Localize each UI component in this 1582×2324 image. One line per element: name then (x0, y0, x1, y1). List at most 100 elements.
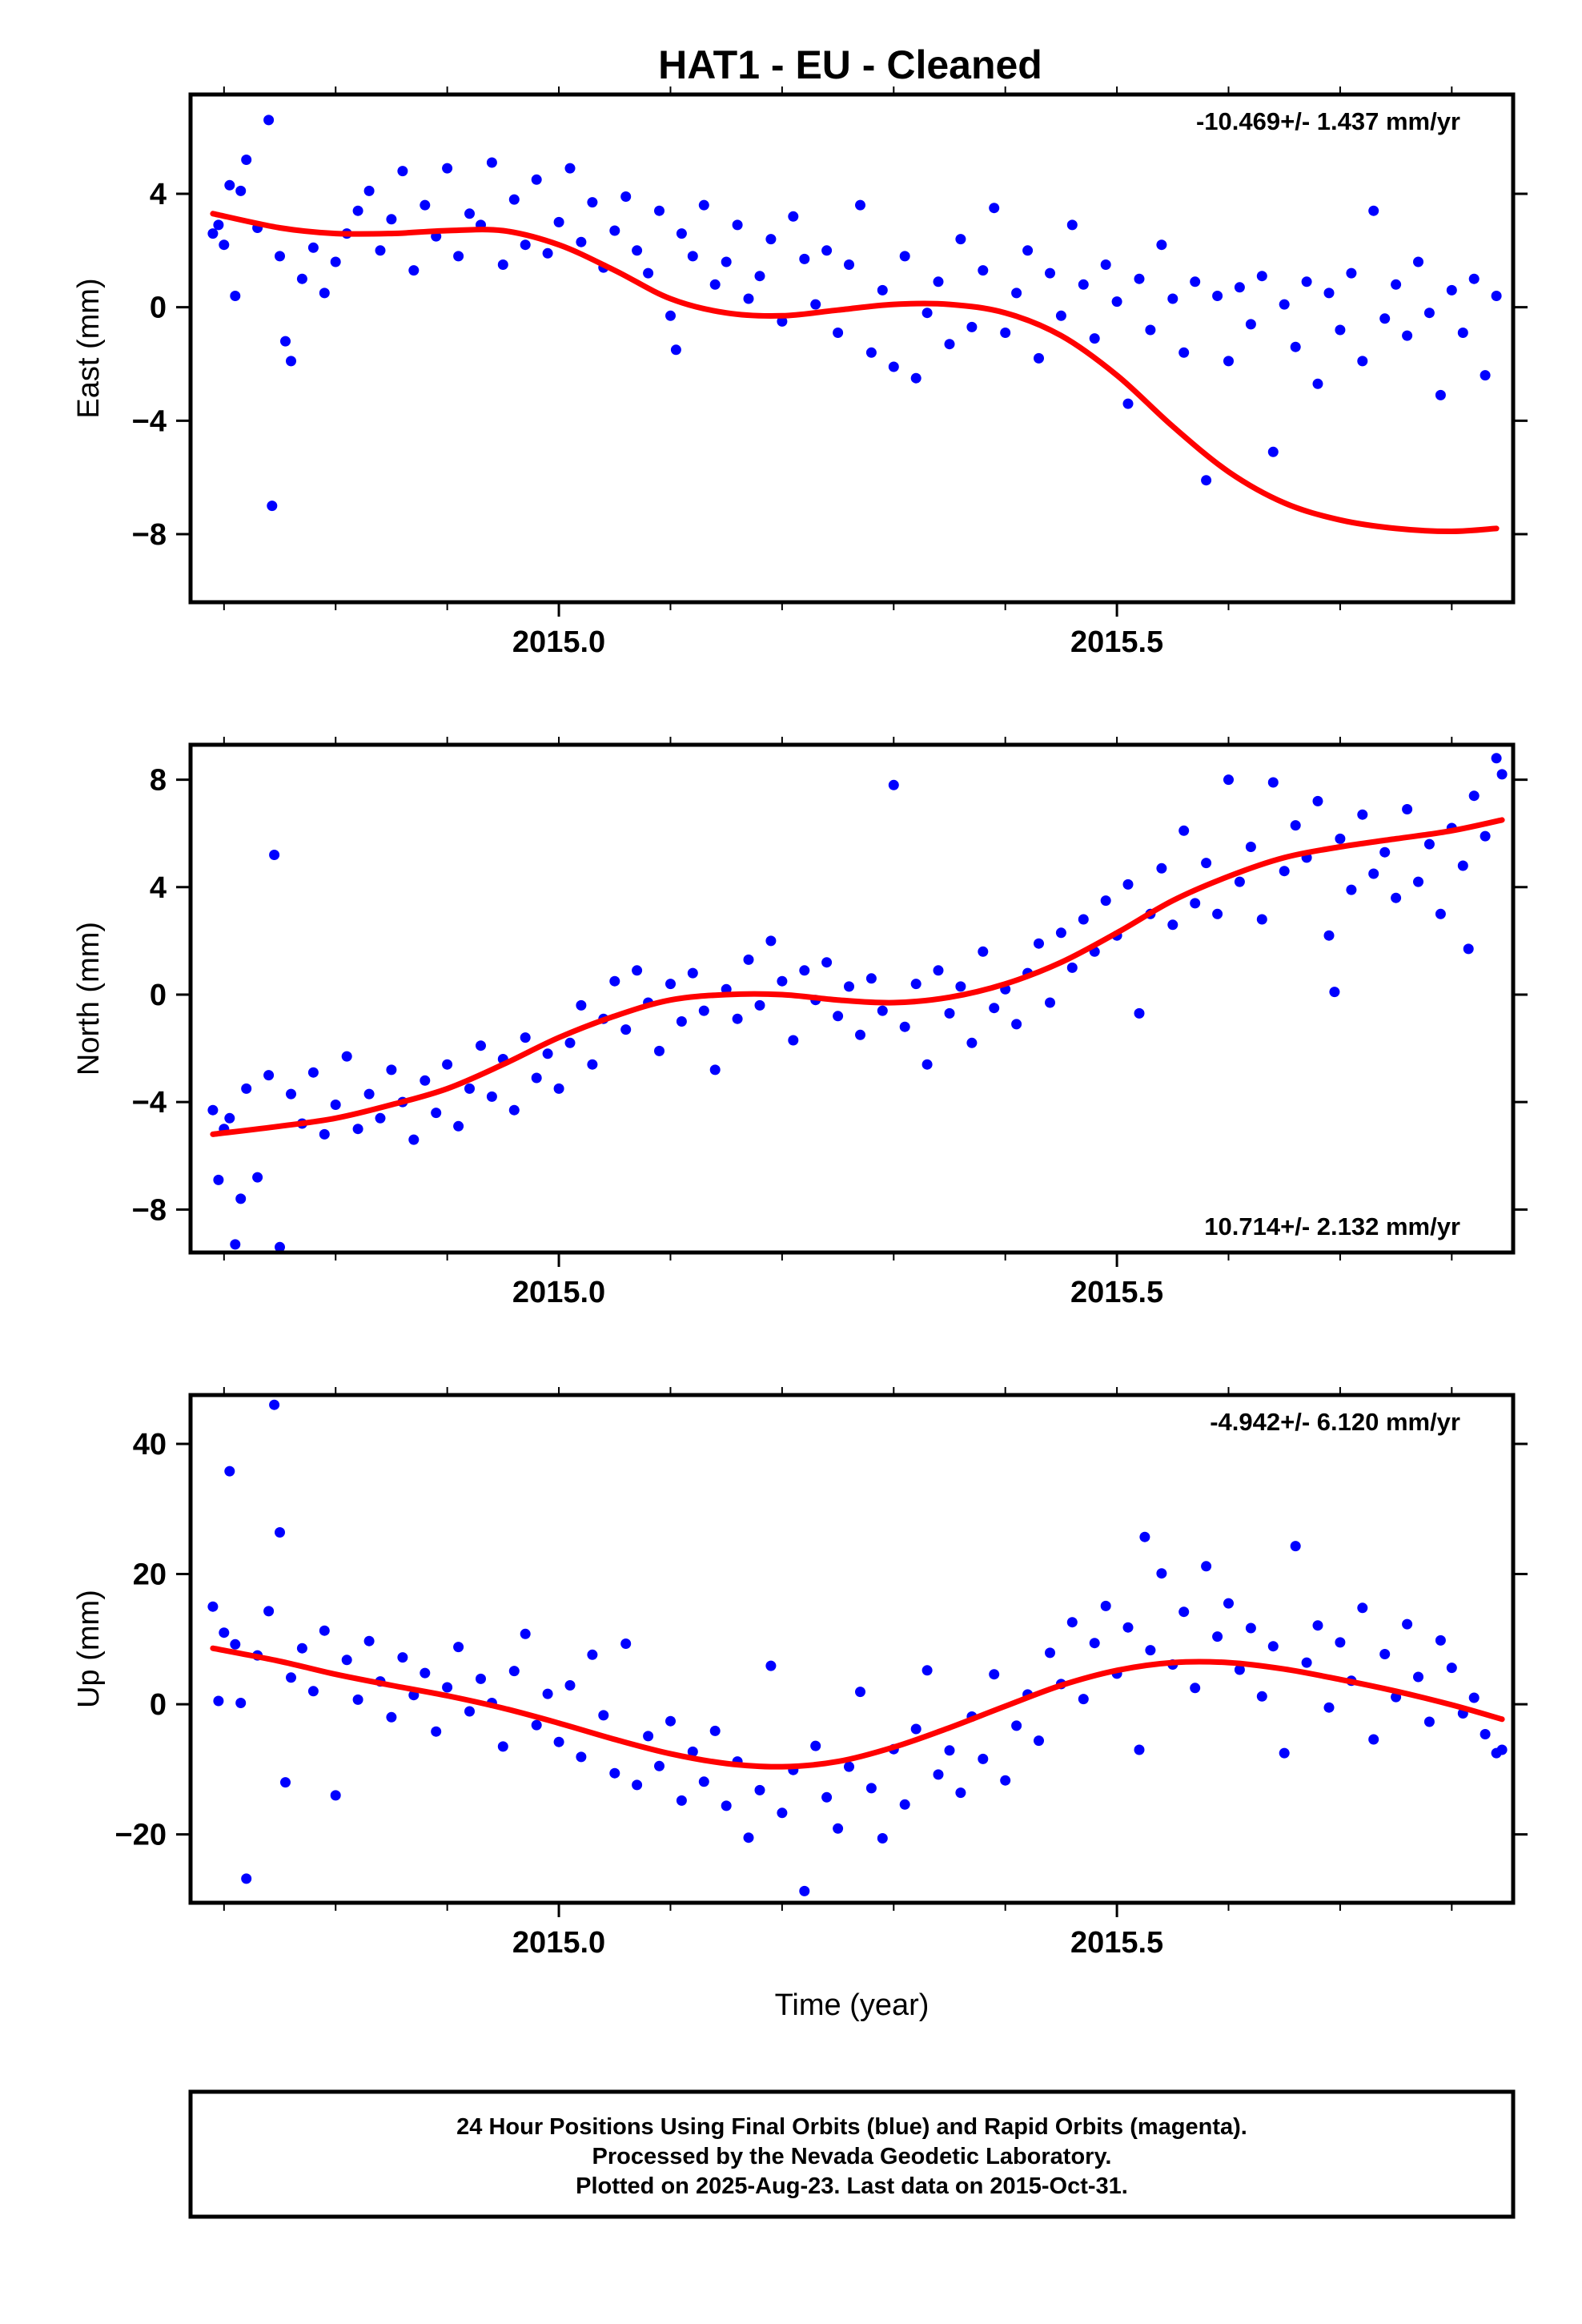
data-point (1078, 1694, 1089, 1705)
data-point (777, 316, 788, 327)
data-point (944, 1007, 955, 1019)
data-point (687, 251, 698, 262)
data-point (899, 251, 910, 262)
data-point (1379, 313, 1391, 324)
data-point (1245, 842, 1256, 852)
data-point (330, 1100, 341, 1110)
data-point (732, 1013, 743, 1024)
velocity-annotation: 10.714+/- 2.132 mm/yr (1204, 1212, 1460, 1240)
data-point (765, 935, 777, 947)
data-point (855, 1029, 865, 1040)
data-point (431, 1726, 442, 1737)
data-point (341, 1051, 352, 1062)
data-point (821, 245, 833, 256)
data-point (408, 1134, 420, 1145)
data-point (352, 1124, 363, 1135)
data-point (542, 1048, 553, 1059)
y-tick-label: 8 (150, 764, 167, 798)
data-point (921, 1059, 933, 1070)
data-point (1435, 1634, 1446, 1646)
data-point (520, 239, 531, 251)
data-point (1267, 446, 1279, 457)
footer-line-2: Processed by the Nevada Geodetic Laborat… (592, 2144, 1112, 2169)
data-point (1212, 1631, 1223, 1642)
data-point (1078, 279, 1089, 290)
data-point (1156, 1568, 1167, 1579)
data-point (219, 239, 230, 251)
data-point (1368, 205, 1379, 216)
data-point (598, 1710, 609, 1721)
data-point (1323, 1702, 1335, 1713)
data-point (921, 308, 933, 319)
data-point (431, 1108, 442, 1119)
data-point (263, 1070, 275, 1081)
data-point (1011, 287, 1022, 299)
x-tick-label: 2015.5 (1070, 1276, 1163, 1309)
data-point (1491, 753, 1502, 764)
data-point (587, 1059, 598, 1070)
data-point (230, 1239, 241, 1250)
data-point (1335, 324, 1346, 336)
data-point (375, 245, 386, 256)
data-point (1045, 997, 1055, 1008)
data-point (1379, 846, 1391, 858)
data-point (1457, 860, 1468, 871)
plot-frame (188, 92, 1516, 605)
data-point (788, 1035, 799, 1046)
data-point (1468, 1692, 1480, 1703)
data-point (1480, 830, 1491, 842)
data-point (1145, 1645, 1156, 1656)
data-point (564, 1037, 576, 1048)
data-point (643, 267, 654, 279)
data-point (1413, 256, 1423, 267)
data-point (855, 1687, 865, 1698)
data-point (1290, 1541, 1301, 1552)
data-point (224, 179, 235, 191)
data-point (553, 1736, 564, 1747)
data-point (307, 1686, 319, 1697)
y-tick-label: −4 (132, 404, 167, 438)
data-point (777, 975, 788, 987)
data-point (877, 1005, 888, 1016)
data-point (1122, 398, 1134, 409)
data-point (363, 1088, 375, 1100)
data-point (386, 1064, 397, 1076)
data-point (1223, 774, 1234, 786)
data-point (698, 199, 709, 211)
data-point (609, 975, 620, 987)
data-point (219, 1627, 230, 1638)
data-point (280, 1777, 291, 1788)
data-point (1089, 1638, 1100, 1649)
data-point (319, 287, 330, 299)
data-point (955, 981, 966, 992)
y-tick-label: −4 (132, 1086, 167, 1120)
data-point (709, 279, 721, 290)
data-point (576, 1751, 587, 1763)
data-point (1423, 308, 1435, 319)
data-point (743, 954, 754, 965)
data-point (1100, 1600, 1111, 1611)
data-point (1201, 475, 1212, 486)
data-point (1279, 866, 1290, 877)
data-point (486, 157, 497, 168)
data-point (307, 242, 319, 253)
data-point (386, 1711, 397, 1723)
data-point (1011, 1720, 1022, 1731)
data-point (877, 284, 888, 296)
panel-1: 2015.0 2015.5 −8 −4 0 4 East (mm) -10.469+/- 1.… (72, 86, 1528, 659)
velocity-annotation: -10.469+/- 1.437 mm/yr (1196, 107, 1460, 135)
y-tick-label: 0 (150, 979, 167, 1012)
data-point (877, 1833, 888, 1844)
data-point (224, 1112, 235, 1124)
data-point (899, 1799, 910, 1810)
data-point (1413, 876, 1423, 887)
data-point (1496, 1744, 1508, 1755)
data-point (670, 344, 681, 356)
data-point (1346, 884, 1357, 895)
data-point (464, 1706, 475, 1717)
fit-curve (210, 817, 1505, 1137)
data-point (910, 1723, 921, 1735)
data-point (665, 310, 676, 321)
data-point (263, 1606, 275, 1617)
